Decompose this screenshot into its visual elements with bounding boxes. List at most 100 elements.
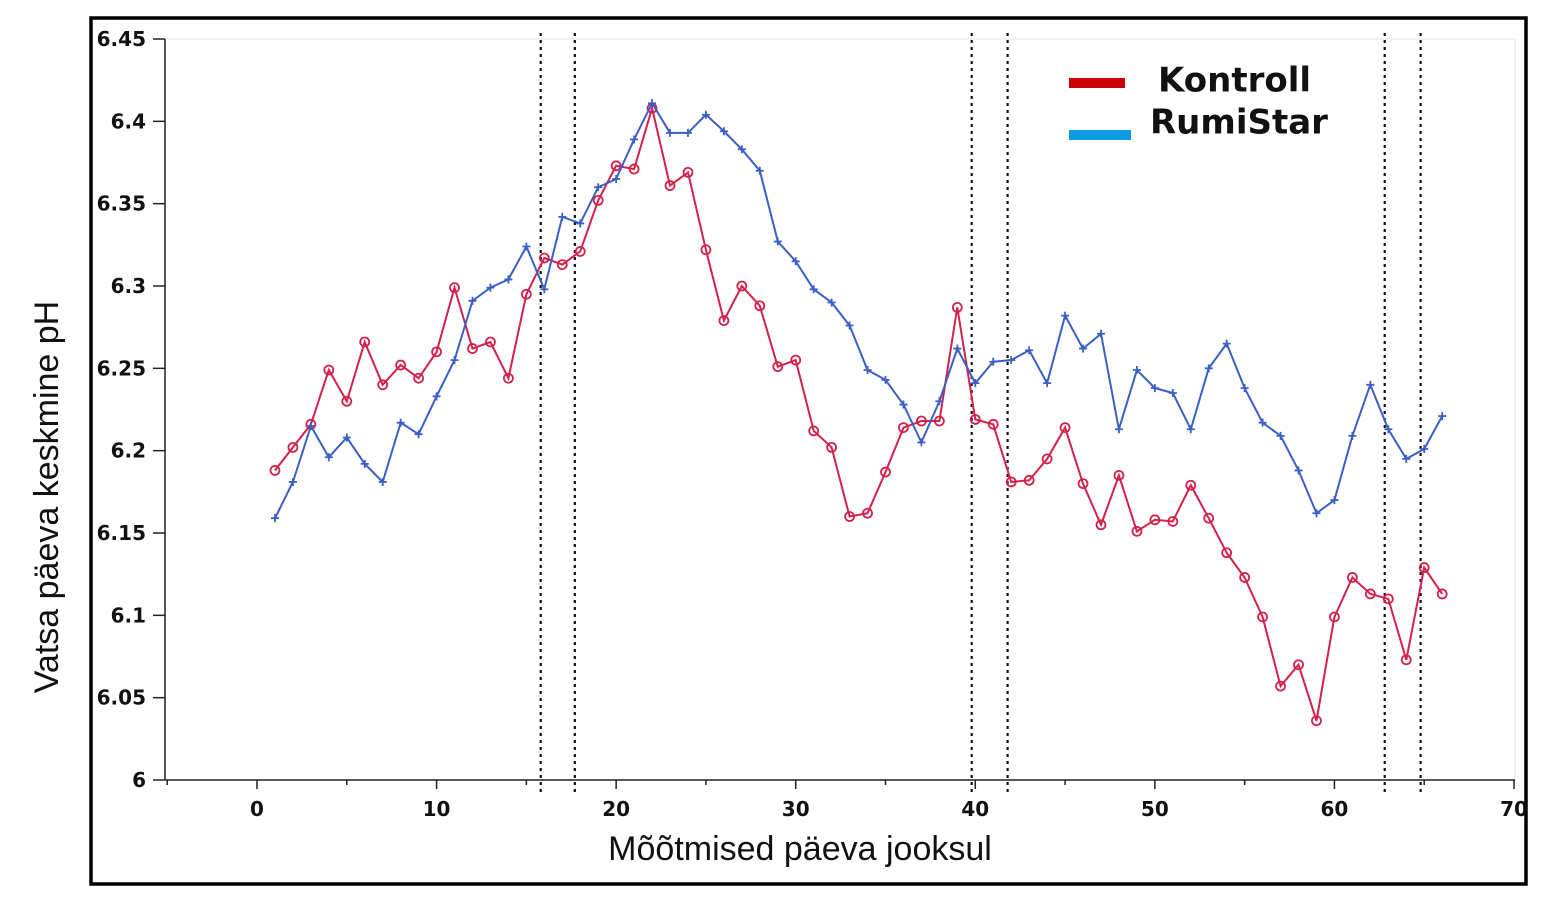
y-tick-label: 6.05 (97, 686, 146, 710)
data-point-kontroll (1095, 519, 1107, 531)
data-point-kontroll (844, 511, 855, 522)
data-point-kontroll (502, 372, 514, 384)
data-point-kontroll (1185, 479, 1197, 491)
data-point-rumistar (1438, 412, 1447, 421)
data-point-kontroll (898, 422, 909, 434)
data-point-rumistar (1025, 346, 1034, 355)
data-point-kontroll (1041, 453, 1053, 465)
data-point-rumistar (432, 392, 441, 401)
data-point-rumistar (540, 285, 549, 294)
data-point-kontroll (1005, 476, 1017, 488)
data-point-rumistar (701, 110, 710, 119)
data-point-kontroll (772, 361, 784, 373)
data-point-kontroll (1311, 715, 1322, 727)
data-point-kontroll (700, 244, 712, 256)
data-point-kontroll (1293, 659, 1304, 671)
data-point-kontroll (1400, 654, 1412, 666)
data-point-rumistar (306, 421, 315, 430)
data-point-rumistar (1007, 356, 1016, 365)
data-point-kontroll (826, 441, 838, 453)
data-point-rumistar (755, 166, 764, 175)
data-point-kontroll (790, 354, 802, 366)
data-point-kontroll (1418, 562, 1430, 573)
data-point-kontroll (664, 180, 676, 191)
data-point-kontroll (1149, 514, 1161, 526)
data-point-rumistar (773, 237, 782, 246)
data-point-rumistar (1222, 339, 1231, 348)
data-point-rumistar (558, 212, 567, 221)
legend: Kontroll RumiStar (1069, 61, 1328, 143)
data-point-kontroll (1221, 547, 1233, 559)
data-point-rumistar (1366, 380, 1375, 389)
data-point-rumistar (486, 283, 495, 292)
data-point-kontroll (880, 466, 891, 478)
data-point-rumistar (971, 379, 980, 388)
data-point-rumistar (1061, 311, 1070, 320)
data-point-rumistar (809, 285, 818, 294)
data-point-rumistar (1258, 418, 1267, 427)
data-point-kontroll (269, 465, 281, 476)
data-point-kontroll (1346, 572, 1358, 583)
x-tick-label: 20 (602, 797, 630, 821)
data-point-kontroll (916, 415, 927, 427)
data-point-kontroll (718, 315, 730, 326)
data-point-rumistar (360, 459, 369, 468)
data-point-kontroll (341, 395, 353, 407)
data-point-kontroll (413, 372, 425, 384)
y-tick-label: 6.15 (97, 521, 146, 545)
data-point-kontroll (1203, 512, 1215, 524)
data-point-rumistar (1240, 384, 1249, 393)
x-tick-label: 50 (1141, 797, 1169, 821)
data-point-rumistar (1132, 365, 1141, 374)
legend-label-rumistar: RumiStar (1150, 103, 1328, 143)
data-point-rumistar (683, 128, 692, 137)
data-point-rumistar (989, 357, 998, 366)
data-point-kontroll (1023, 474, 1035, 486)
data-point-rumistar (791, 257, 800, 266)
data-point-rumistar (522, 242, 531, 251)
data-point-kontroll (1239, 572, 1251, 583)
data-point-rumistar (1186, 425, 1195, 434)
data-point-rumistar (1079, 344, 1088, 353)
data-point-rumistar (630, 135, 639, 144)
y-ticks: 6 6.05 6.1 6.15 6.2 6.25 6.3 6.35 6.4 6.45 (97, 27, 165, 792)
data-point-kontroll (682, 166, 694, 178)
data-point-rumistar (324, 453, 333, 462)
data-point-rumistar (1114, 425, 1123, 434)
x-axis-title: Mõõtmised päeva jooksul (608, 830, 992, 868)
data-point-rumistar (378, 477, 387, 486)
legend-swatch-rumistar (1069, 130, 1131, 140)
series-layer (269, 99, 1448, 727)
data-point-kontroll (377, 379, 389, 391)
data-point-rumistar (576, 219, 585, 228)
data-point-rumistar (1043, 379, 1052, 388)
data-point-kontroll (592, 194, 604, 206)
data-point-rumistar (594, 183, 603, 192)
data-point-rumistar (737, 145, 746, 154)
series-line-rumistar (274, 101, 1444, 519)
data-point-kontroll (1329, 611, 1340, 623)
y-tick-label: 6.45 (97, 27, 146, 51)
data-point-kontroll (323, 364, 335, 376)
data-point-kontroll (808, 425, 820, 437)
data-point-kontroll (520, 288, 532, 300)
y-tick-label: 6 (132, 768, 146, 792)
legend-swatch-kontroll (1069, 78, 1125, 88)
x-tick-label: 0 (250, 797, 264, 821)
data-point-kontroll (1382, 593, 1394, 605)
data-point-rumistar (414, 430, 423, 439)
data-point-rumistar (1420, 445, 1429, 454)
data-point-rumistar (917, 438, 926, 447)
data-point-rumistar (504, 275, 513, 284)
y-tick-label: 6.25 (97, 356, 146, 380)
y-tick-label: 6.3 (111, 274, 146, 298)
y-tick-label: 6.4 (111, 109, 146, 133)
y-axis-title: Vatsa päeva keskmine pH (28, 301, 66, 693)
data-point-kontroll (1113, 469, 1125, 481)
reference-lines (539, 33, 1422, 792)
data-point-rumistar (666, 128, 675, 137)
data-point-rumistar (827, 298, 836, 307)
data-point-kontroll (485, 336, 496, 348)
data-point-kontroll (754, 300, 766, 312)
data-point-rumistar (288, 477, 297, 486)
